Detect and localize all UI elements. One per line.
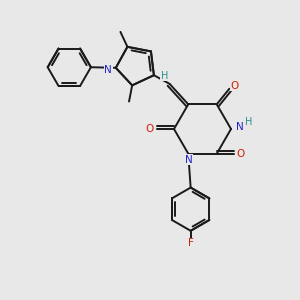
Text: H: H xyxy=(160,70,168,80)
Text: O: O xyxy=(146,124,154,134)
Text: N: N xyxy=(236,122,243,133)
Text: O: O xyxy=(236,149,244,159)
Text: F: F xyxy=(188,238,194,248)
Text: N: N xyxy=(104,64,112,75)
Text: N: N xyxy=(185,155,193,165)
Text: O: O xyxy=(231,81,239,91)
Text: H: H xyxy=(245,117,252,128)
